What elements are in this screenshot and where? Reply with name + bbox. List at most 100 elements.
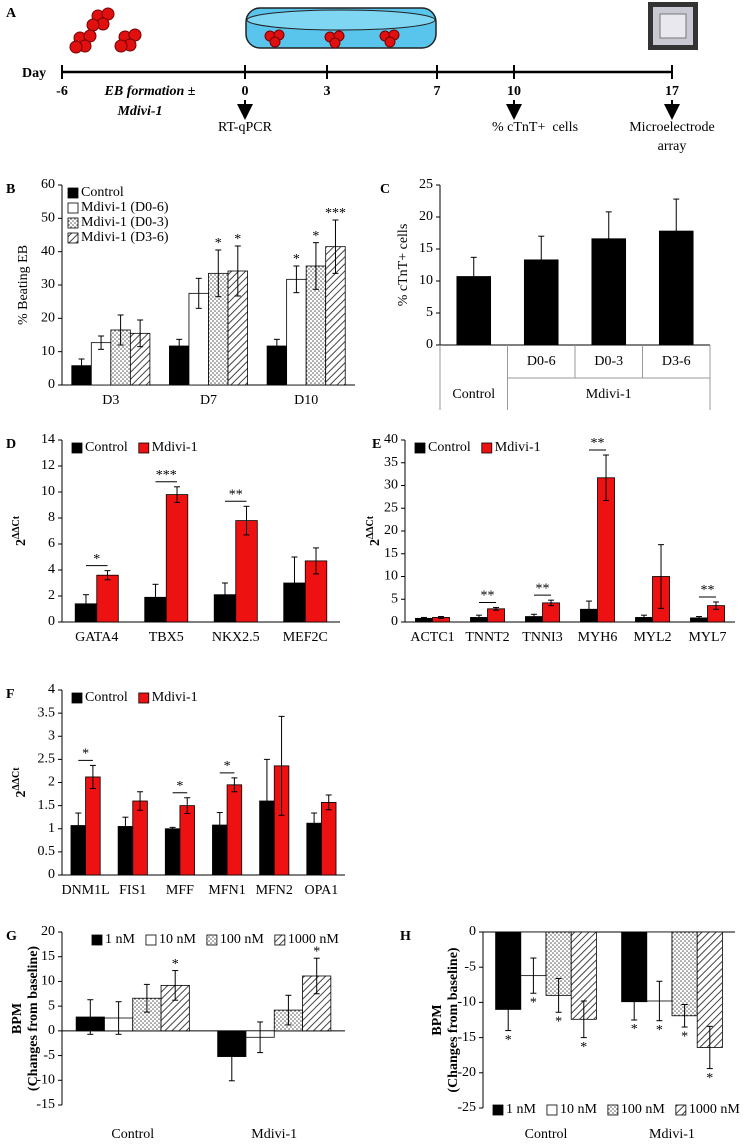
panel-letter: H [400, 929, 411, 944]
error-bar [438, 616, 445, 619]
x-tick-label: MFN1 [208, 883, 245, 898]
x-tick-label: Control [452, 387, 495, 402]
legend-label: Control [428, 440, 471, 455]
y-tick-label: 30 [384, 478, 398, 493]
y-axis-label-superscript: ΔΔCt [11, 767, 22, 791]
error-bar [293, 265, 300, 294]
y-axis-label: (Changes from baseline) [446, 947, 461, 1093]
y-tick-label: -25 [457, 1100, 476, 1115]
significance-label: * [313, 944, 320, 959]
error-bar [243, 505, 250, 536]
error-bar [273, 338, 280, 354]
y-axis-label-base: 2 [14, 539, 29, 546]
significance-label: * [505, 1033, 512, 1048]
y-tick-label: 15 [419, 241, 433, 256]
error-bar [263, 758, 270, 844]
error-bar [98, 335, 105, 350]
significance-label: *** [156, 468, 177, 483]
error-bar [169, 826, 176, 831]
x-tick-label: D7 [200, 393, 217, 408]
chart-panel: G BPM (Changes from baseline) -15 -10 -5 0 5 10 1… [6, 924, 345, 1142]
legend-swatch [71, 692, 83, 704]
error-bar [475, 614, 482, 621]
error-bar [555, 977, 562, 1013]
legend-label: 100 nM [220, 932, 265, 947]
error-bar [656, 980, 663, 1022]
error-bar [325, 794, 332, 811]
cell-clusters [69, 7, 142, 54]
error-bar [278, 715, 285, 816]
y-tick-label: 50 [41, 211, 55, 226]
error-bar [505, 987, 512, 1032]
legend-label: Mdivi-1 (D3-6) [81, 230, 169, 245]
x-tick-label: MYL2 [633, 630, 671, 645]
legend-label: 10 nM [159, 932, 197, 947]
legend-swatch [414, 442, 426, 454]
microelectrode-array-icon [648, 2, 698, 50]
error-bar [658, 544, 665, 609]
error-bar [631, 982, 638, 1021]
legend-label: Mdivi-1 (D0-6) [81, 200, 169, 215]
legend-swatch [607, 1104, 619, 1116]
timeline-ticks [61, 65, 673, 79]
y-tick-label: 20 [384, 523, 398, 538]
significance-label: ** [701, 583, 715, 598]
error-bar [695, 616, 702, 620]
y-tick-label: 25 [419, 177, 433, 192]
legend-label: Mdivi-1 [495, 440, 541, 455]
category-group-label: Mdivi-1 [586, 387, 632, 402]
y-tick-label: 0 [469, 924, 476, 939]
y-axis-label: % cTnT+ cells [396, 224, 411, 307]
error-bar [143, 983, 150, 1013]
bar [85, 776, 101, 876]
error-bar [117, 314, 124, 346]
error-bar [585, 600, 592, 618]
y-tick-label: 1 [48, 821, 55, 836]
bar [132, 800, 148, 876]
day-tick: 3 [324, 84, 331, 99]
chart-panel: E 2ΔΔCt 0 5 10 15 20 25 30 35 40 ACTC1 ** TNNT2 ** TNNI… [365, 432, 735, 645]
day-tick: 0 [242, 84, 249, 99]
y-tick-label: 0 [48, 1023, 55, 1038]
legend-label: Control [85, 690, 128, 705]
x-tick-label: MYH6 [578, 630, 618, 645]
error-bar [420, 616, 427, 620]
y-tick-label: 60 [41, 177, 55, 192]
error-bar [580, 1000, 587, 1039]
error-bar [681, 1004, 688, 1028]
y-tick-label: 35 [384, 455, 398, 470]
y-tick-label: 0 [48, 614, 55, 629]
error-bar [228, 1031, 235, 1082]
x-tick-label: MYL7 [688, 630, 726, 645]
y-tick-label: 0 [48, 377, 55, 392]
x-tick-label: Mdivi-1 [649, 1127, 695, 1142]
error-bar [137, 791, 144, 811]
y-tick-label: 20 [41, 924, 55, 939]
y-tick-label: 30 [41, 277, 55, 292]
error-bar [313, 957, 320, 995]
error-bar [312, 242, 319, 290]
error-bar [548, 599, 555, 607]
legend-swatch [67, 232, 79, 244]
panel-letter: C [380, 182, 390, 197]
x-tick-label: MFF [166, 883, 194, 898]
error-bar [172, 970, 179, 1001]
error-bar [137, 319, 144, 348]
error-bar [493, 606, 500, 611]
bar [321, 801, 337, 876]
significance-label: *** [325, 206, 346, 221]
error-bar [470, 256, 477, 297]
x-tick-label: GATA4 [75, 630, 118, 645]
error-bar [231, 777, 238, 793]
legend-label: Mdivi-1 (D0-3) [81, 215, 169, 230]
y-tick-label: 25 [384, 500, 398, 515]
error-bar [176, 338, 183, 354]
culture-dish [245, 7, 437, 49]
y-axis-label-base: 2 [14, 791, 29, 798]
y-axis-label: 2ΔΔCt [11, 767, 29, 798]
error-bar [530, 957, 537, 994]
significance-label: * [580, 1040, 587, 1055]
legend-label: Mdivi-1 [152, 690, 198, 705]
bar [286, 278, 307, 386]
